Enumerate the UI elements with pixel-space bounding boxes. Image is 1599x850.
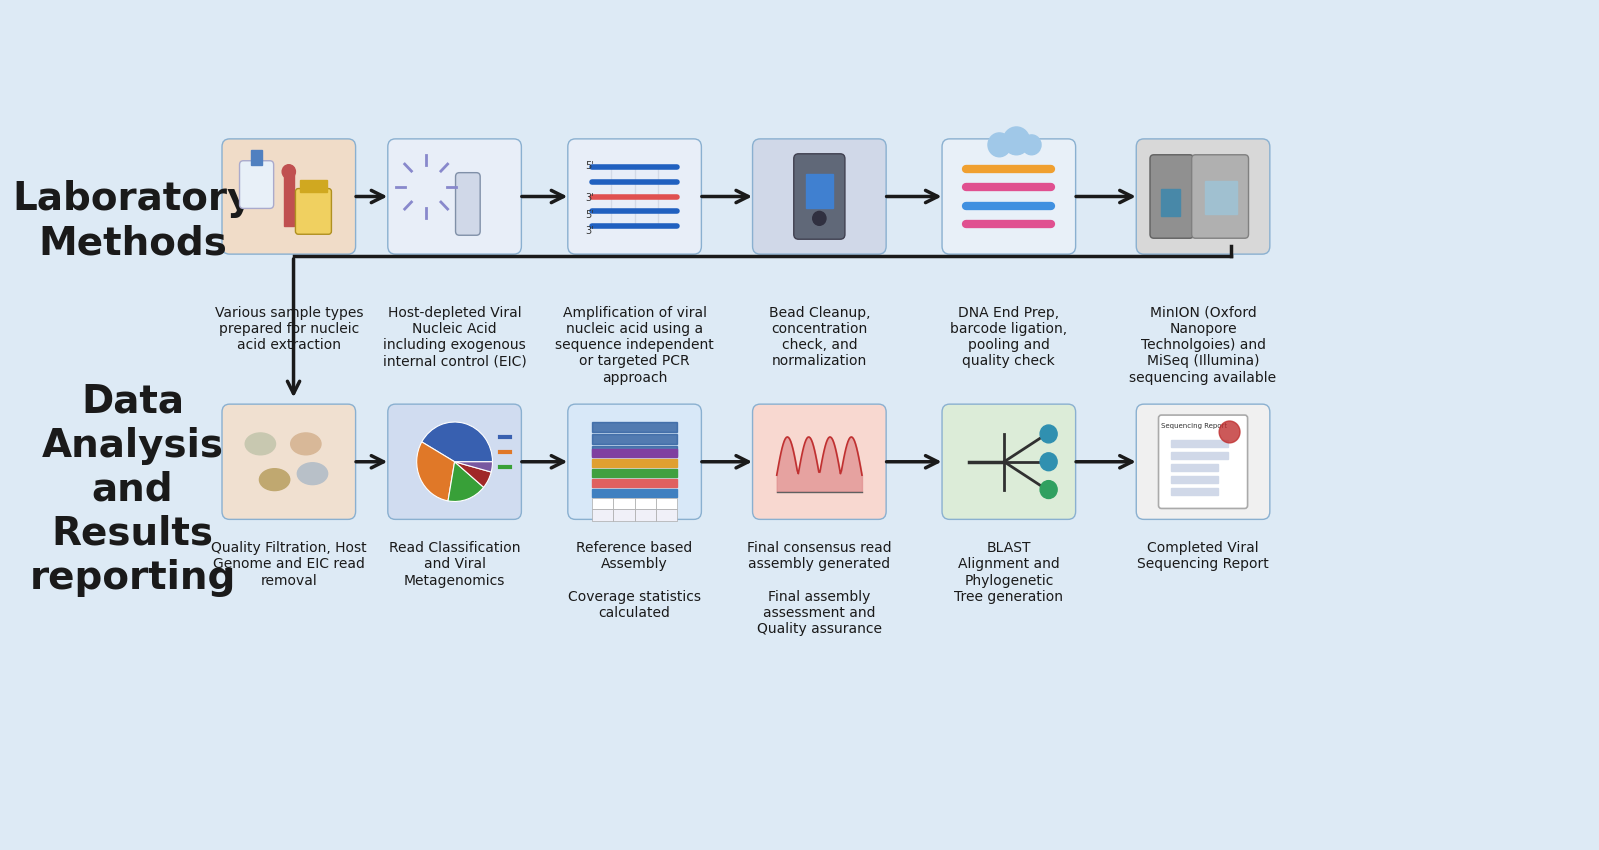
Circle shape [1022,135,1041,155]
Text: MinION (Oxford
Nanopore
Technolgoies) and
MiSeq (Illumina)
sequencing available: MinION (Oxford Nanopore Technolgoies) an… [1129,306,1276,384]
Bar [1170,452,1228,459]
Bar [614,509,635,521]
FancyBboxPatch shape [296,189,331,235]
Circle shape [400,159,453,214]
FancyBboxPatch shape [753,139,886,254]
Ellipse shape [259,468,289,490]
Text: 5': 5' [585,161,595,171]
FancyBboxPatch shape [1191,155,1249,238]
Bar [1206,180,1238,214]
Bar [592,489,678,496]
Wedge shape [454,462,491,487]
FancyBboxPatch shape [456,173,480,235]
FancyBboxPatch shape [389,404,521,519]
Bar [1170,440,1228,447]
Text: 5': 5' [585,210,595,220]
Text: Host-depleted Viral
Nucleic Acid
including exogenous
internal control (EIC): Host-depleted Viral Nucleic Acid includi… [382,306,526,368]
Bar [1161,189,1180,217]
Bar [592,497,614,509]
Circle shape [1039,453,1057,471]
Bar [592,479,678,486]
Text: Data
Analysis
and
Results
reporting: Data Analysis and Results reporting [29,382,235,597]
Bar [1170,488,1218,495]
Text: 3': 3' [585,226,593,236]
Text: Amplification of viral
nucleic acid using a
sequence independent
or targeted PCR: Amplification of viral nucleic acid usin… [555,306,715,384]
Bar [592,468,678,477]
Bar [592,434,678,444]
FancyBboxPatch shape [942,404,1076,519]
Circle shape [988,133,1011,156]
Wedge shape [448,462,483,501]
Text: Completed Viral
Sequencing Report: Completed Viral Sequencing Report [1137,541,1270,571]
FancyBboxPatch shape [793,154,844,239]
Text: Bead Cleanup,
concentration
check, and
normalization: Bead Cleanup, concentration check, and n… [769,306,870,368]
Bar [251,150,262,165]
FancyBboxPatch shape [389,139,521,254]
Text: Final consensus read
assembly generated

Final assembly
assessment and
Quality a: Final consensus read assembly generated … [747,541,892,637]
FancyBboxPatch shape [1150,155,1193,238]
FancyBboxPatch shape [1159,415,1247,508]
Text: Reference based
Assembly

Coverage statistics
calculated: Reference based Assembly Coverage statis… [568,541,700,620]
Bar [592,509,614,521]
Bar [635,509,656,521]
Circle shape [1218,421,1239,443]
Ellipse shape [297,462,328,484]
FancyBboxPatch shape [1137,139,1270,254]
Circle shape [281,165,296,178]
FancyBboxPatch shape [942,139,1076,254]
Circle shape [1039,425,1057,443]
Text: 3': 3' [585,194,593,203]
FancyBboxPatch shape [753,404,886,519]
Text: Quality Filtration, Host
Genome and EIC read
removal: Quality Filtration, Host Genome and EIC … [211,541,366,587]
Text: Sequencing Report: Sequencing Report [1161,423,1226,429]
Text: Various sample types
prepared for nucleic
acid extraction: Various sample types prepared for nuclei… [214,306,363,352]
Text: BLAST
Alignment and
Phylogenetic
Tree generation: BLAST Alignment and Phylogenetic Tree ge… [955,541,1063,604]
FancyBboxPatch shape [568,139,702,254]
Circle shape [1003,127,1030,155]
Bar [285,172,294,226]
Text: DNA End Prep,
barcode ligation,
pooling and
quality check: DNA End Prep, barcode ligation, pooling … [950,306,1068,368]
Wedge shape [454,462,492,472]
Bar [635,497,656,509]
Bar [592,422,678,432]
Ellipse shape [291,433,321,455]
FancyBboxPatch shape [222,139,355,254]
Bar [301,179,326,191]
Bar [592,449,678,456]
Bar [592,459,678,467]
FancyBboxPatch shape [568,404,702,519]
Bar [1170,476,1218,483]
Bar [1170,464,1218,471]
Ellipse shape [245,433,275,455]
Text: Read Classification
and Viral
Metagenomics: Read Classification and Viral Metagenomi… [389,541,520,587]
Bar [592,446,678,456]
Text: Laboratory
Methods: Laboratory Methods [13,180,253,263]
Circle shape [812,212,827,225]
Wedge shape [422,422,492,462]
Bar [656,509,678,521]
Circle shape [1039,480,1057,498]
Bar [656,497,678,509]
Bar [806,173,833,208]
FancyBboxPatch shape [222,404,355,519]
Wedge shape [417,442,454,501]
FancyBboxPatch shape [1137,404,1270,519]
FancyBboxPatch shape [240,161,273,208]
Bar [614,497,635,509]
